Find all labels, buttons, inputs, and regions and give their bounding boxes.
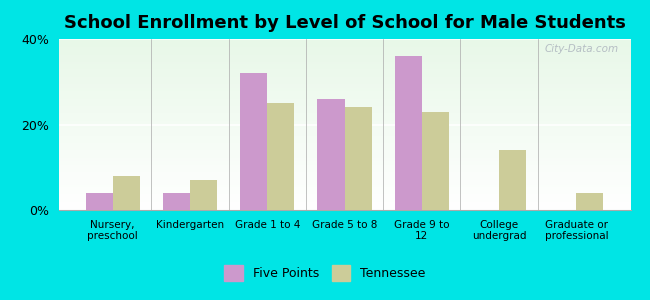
Bar <box>317 99 344 210</box>
Bar <box>163 193 190 210</box>
Bar <box>267 103 294 210</box>
Bar <box>577 193 603 210</box>
Bar <box>240 73 267 210</box>
Title: School Enrollment by Level of School for Male Students: School Enrollment by Level of School for… <box>64 14 625 32</box>
Bar <box>395 56 422 210</box>
Text: City-Data.com: City-Data.com <box>545 44 619 54</box>
Bar <box>422 112 449 210</box>
Bar <box>499 150 526 210</box>
Legend: Five Points, Tennessee: Five Points, Tennessee <box>219 260 431 286</box>
Bar <box>112 176 140 210</box>
Bar <box>86 193 112 210</box>
Bar <box>344 107 372 210</box>
Bar <box>190 180 217 210</box>
